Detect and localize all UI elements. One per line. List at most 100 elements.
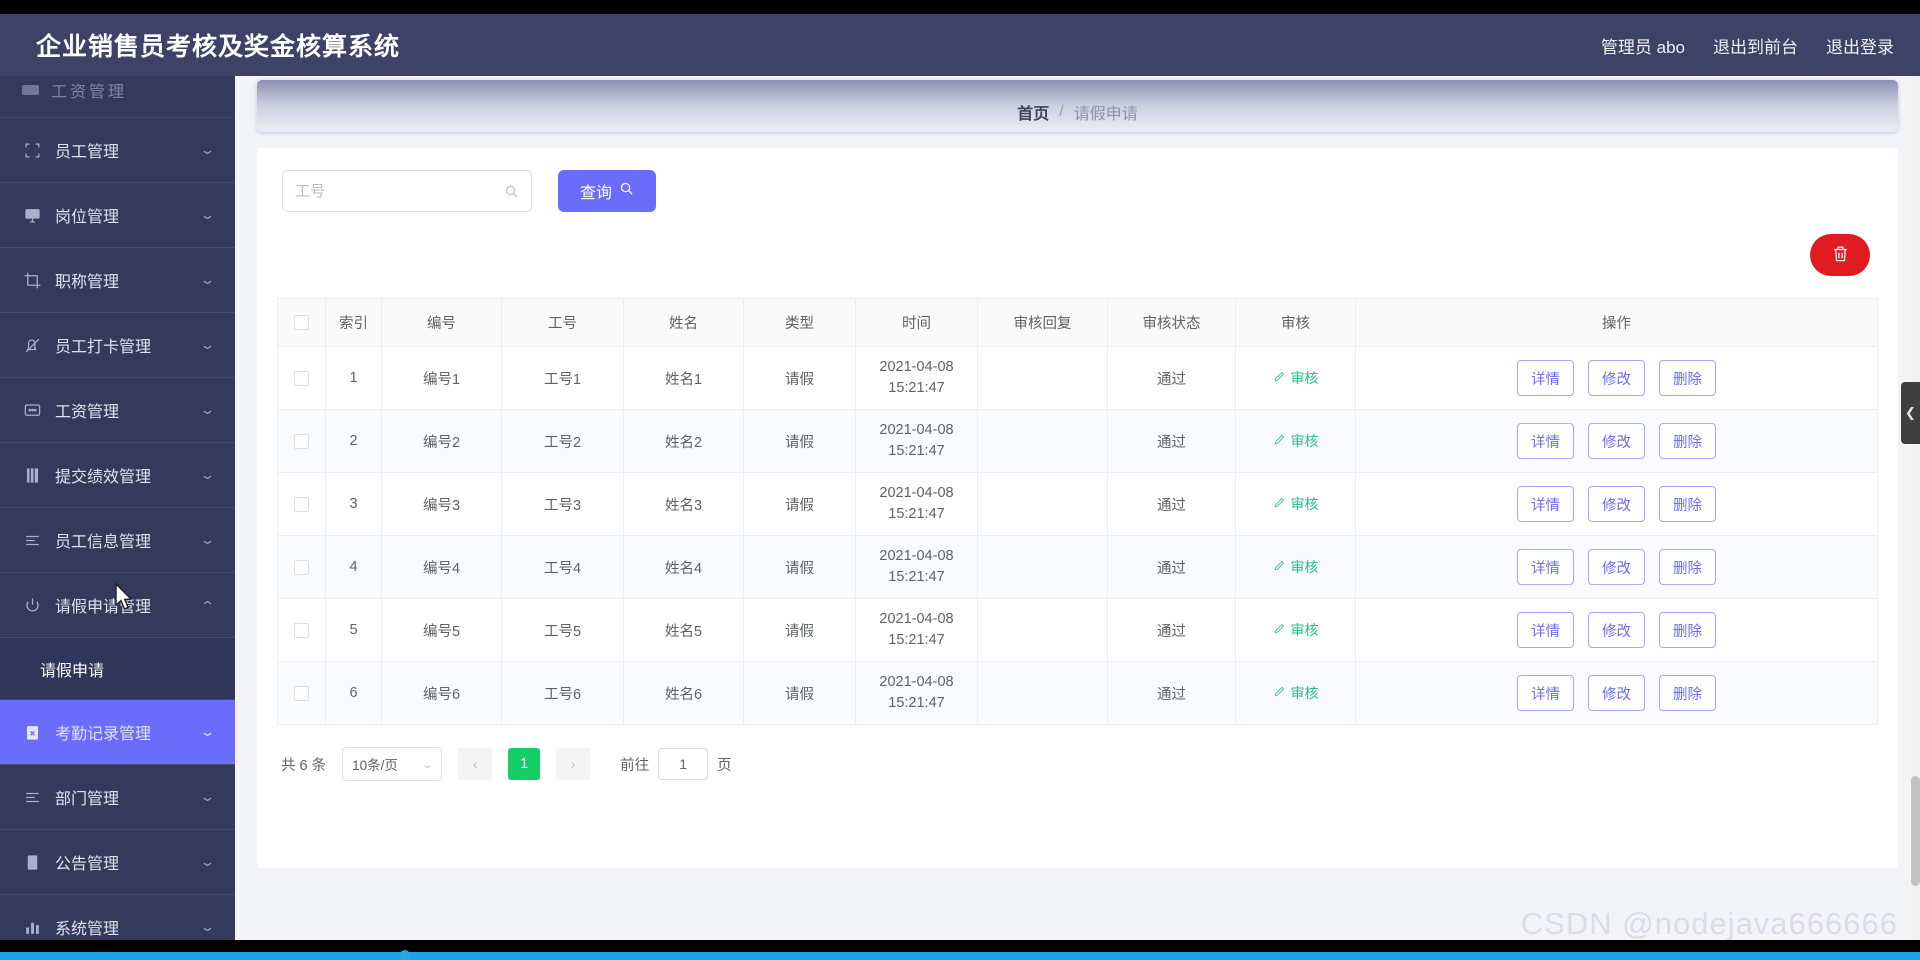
page-size-select[interactable]: 10条/页 ⌄ [342,747,443,781]
cell-type: 请假 [743,409,856,473]
cell-status: 通过 [1107,661,1236,725]
cell-time: 2021-04-08 15:21:47 [855,472,978,536]
sidebar-item-performance[interactable]: 提交绩效管理 ⌄ [0,443,235,508]
audit-link[interactable]: 审核 [1273,557,1319,577]
logout-link[interactable]: 退出登录 [1826,37,1894,57]
delete-button[interactable]: 删除 [1659,486,1716,522]
cell-code: 编号2 [381,409,502,473]
goto-label: 前往 [620,757,650,774]
app-header: 企业销售员考核及奖金核算系统 管理员 abo 退出到前台 退出登录 [0,14,1920,76]
chevron-down-icon: ⌄ [199,532,216,547]
page-number-1[interactable]: 1 [508,748,541,780]
audit-link[interactable]: 审核 [1273,620,1319,640]
sidebar-collapse-handle[interactable]: ❮ [1901,382,1920,444]
cell-time: 2021-04-08 15:21:47 [855,598,978,662]
vertical-scrollbar[interactable] [1911,76,1920,940]
scrollbar-thumb[interactable] [1911,776,1920,886]
row-checkbox[interactable] [294,496,309,512]
edit-button[interactable]: 修改 [1588,612,1645,648]
goto-page-input[interactable] [658,748,709,780]
sidebar-item-employee-info[interactable]: 员工信息管理 ⌄ [0,508,235,573]
chevron-left-icon: ❮ [1905,405,1916,420]
row-select-cell[interactable] [277,661,326,725]
sidebar-item-salary[interactable]: 工资管理 ⌄ [0,378,235,443]
cell-audit[interactable]: 审核 [1235,661,1356,725]
sidebar-item-employee[interactable]: 员工管理 ⌄ [0,118,235,183]
audit-link-label: 审核 [1290,559,1319,575]
sidebar[interactable]: 工资管理 员工管理 ⌄ 岗位管理 ⌄ 职称管理 ⌄ [0,62,235,960]
bulk-delete-button[interactable] [1810,234,1870,276]
edit-button[interactable]: 修改 [1588,675,1645,711]
audit-link[interactable]: 审核 [1273,494,1319,514]
edit-button[interactable]: 修改 [1588,360,1645,396]
cell-code: 编号1 [381,346,502,410]
sidebar-item-punch-label: 员工打卡管理 [55,339,152,356]
row-select-cell[interactable] [277,598,326,662]
col-status: 审核状态 [1107,298,1236,347]
row-select-cell[interactable] [277,535,326,599]
row-checkbox[interactable] [294,622,309,638]
sidebar-item-announcement[interactable]: 公告管理 ⌄ [0,830,235,895]
detail-button[interactable]: 详情 [1517,423,1574,459]
sidebar-item-leave-manage-label: 请假申请管理 [55,599,152,616]
content-panel: 查询 [257,148,1898,868]
search-input[interactable] [295,182,504,200]
delete-button[interactable]: 删除 [1659,612,1716,648]
audit-link[interactable]: 审核 [1273,431,1319,451]
breadcrumb-home[interactable]: 首页 [1017,106,1050,123]
sidebar-item-punch[interactable]: 员工打卡管理 ⌄ [0,313,235,378]
next-page-button[interactable]: › [556,748,591,780]
cell-audit[interactable]: 审核 [1235,472,1356,536]
row-checkbox[interactable] [294,433,309,449]
row-checkbox[interactable] [294,559,309,575]
cell-audit[interactable]: 审核 [1235,598,1356,662]
search-icon [504,184,519,199]
partial-icon [22,84,39,95]
audit-link[interactable]: 审核 [1273,368,1319,388]
detail-button[interactable]: 详情 [1517,549,1574,585]
detail-button[interactable]: 详情 [1517,675,1574,711]
select-all-header[interactable] [277,298,326,347]
taskbar-indicator [400,950,410,960]
select-all-checkbox[interactable] [294,315,309,331]
monitor-icon [22,205,42,225]
sidebar-item-leave-manage[interactable]: 请假申请管理 ⌄ [0,573,235,638]
row-checkbox[interactable] [294,370,309,386]
delete-button[interactable]: 删除 [1659,360,1716,396]
row-operations: 详情 修改 删除 [1356,360,1877,396]
logout-to-front-link[interactable]: 退出到前台 [1713,37,1798,57]
audit-link[interactable]: 审核 [1273,683,1319,703]
row-select-cell[interactable] [277,472,326,536]
search-field-wrapper[interactable] [282,170,532,212]
detail-button[interactable]: 详情 [1517,360,1574,396]
sidebar-item-attendance[interactable]: 考勤记录管理 ⌄ [0,700,235,765]
row-checkbox[interactable] [294,685,309,701]
sidebar-item-position[interactable]: 岗位管理 ⌄ [0,183,235,248]
delete-button[interactable]: 删除 [1659,675,1716,711]
cell-reply [977,535,1108,599]
edit-button[interactable]: 修改 [1588,549,1645,585]
chevron-up-icon: ⌄ [199,598,216,613]
row-select-cell[interactable] [277,346,326,410]
current-user-label[interactable]: 管理员 abo [1600,37,1685,57]
chevron-down-icon: ⌄ [199,789,216,804]
edit-button[interactable]: 修改 [1588,486,1645,522]
row-select-cell[interactable] [277,409,326,473]
sidebar-item-partial[interactable]: 工资管理 [0,62,235,118]
sidebar-subitem-leave-application[interactable]: 请假申请 [0,638,235,700]
query-button[interactable]: 查询 [558,170,657,212]
sidebar-item-title[interactable]: 职称管理 ⌄ [0,248,235,313]
cell-time: 2021-04-08 15:21:47 [855,346,978,410]
cell-index: 4 [325,535,382,599]
delete-button[interactable]: 删除 [1659,423,1716,459]
sidebar-item-department[interactable]: 部门管理 ⌄ [0,765,235,830]
prev-page-button[interactable]: ‹ [458,748,493,780]
cell-audit[interactable]: 审核 [1235,346,1356,410]
detail-button[interactable]: 详情 [1517,612,1574,648]
cell-audit[interactable]: 审核 [1235,409,1356,473]
edit-pencil-icon [1273,496,1286,512]
cell-audit[interactable]: 审核 [1235,535,1356,599]
delete-button[interactable]: 删除 [1659,549,1716,585]
edit-button[interactable]: 修改 [1588,423,1645,459]
detail-button[interactable]: 详情 [1517,486,1574,522]
